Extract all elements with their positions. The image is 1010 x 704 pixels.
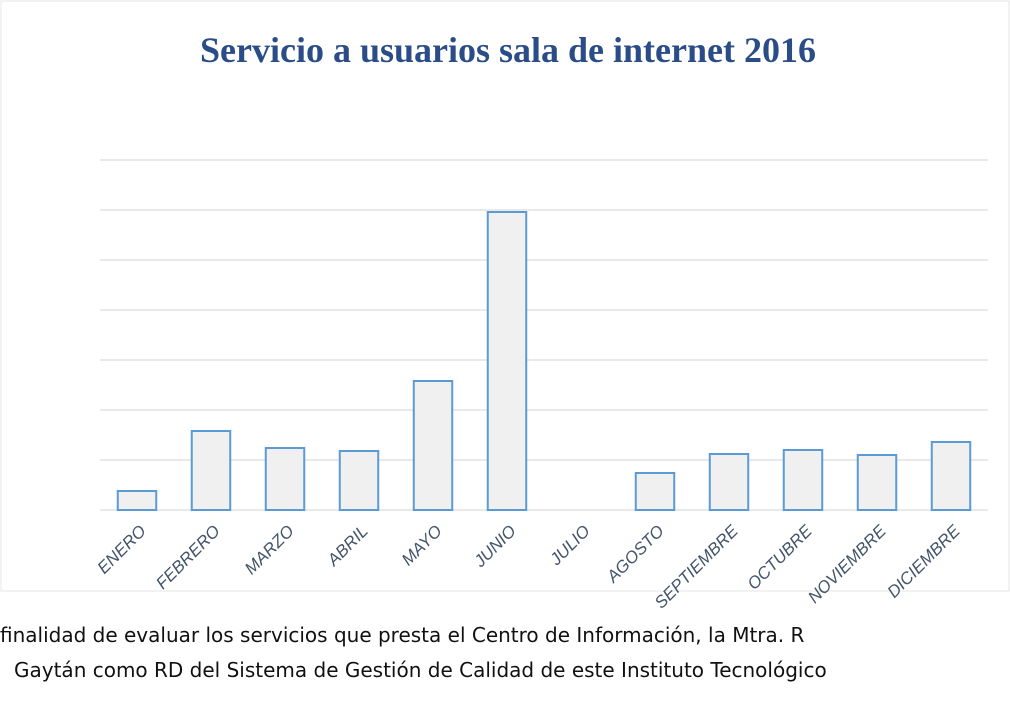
plot <box>100 159 988 511</box>
bar <box>782 449 824 511</box>
bar <box>412 380 454 511</box>
bar <box>190 430 232 511</box>
bar <box>486 211 528 511</box>
bar <box>264 447 306 511</box>
bar <box>708 453 750 511</box>
bar <box>338 450 380 511</box>
paragraph-line: Gaytán como RD del Sistema de Gestión de… <box>14 658 827 682</box>
bar <box>930 441 972 511</box>
bar <box>856 454 898 511</box>
bar <box>116 490 158 511</box>
chart-title: Servicio a usuarios sala de internet 201… <box>200 30 816 70</box>
bar <box>634 472 676 511</box>
paragraph-line: finalidad de evaluar los servicios que p… <box>0 623 804 647</box>
